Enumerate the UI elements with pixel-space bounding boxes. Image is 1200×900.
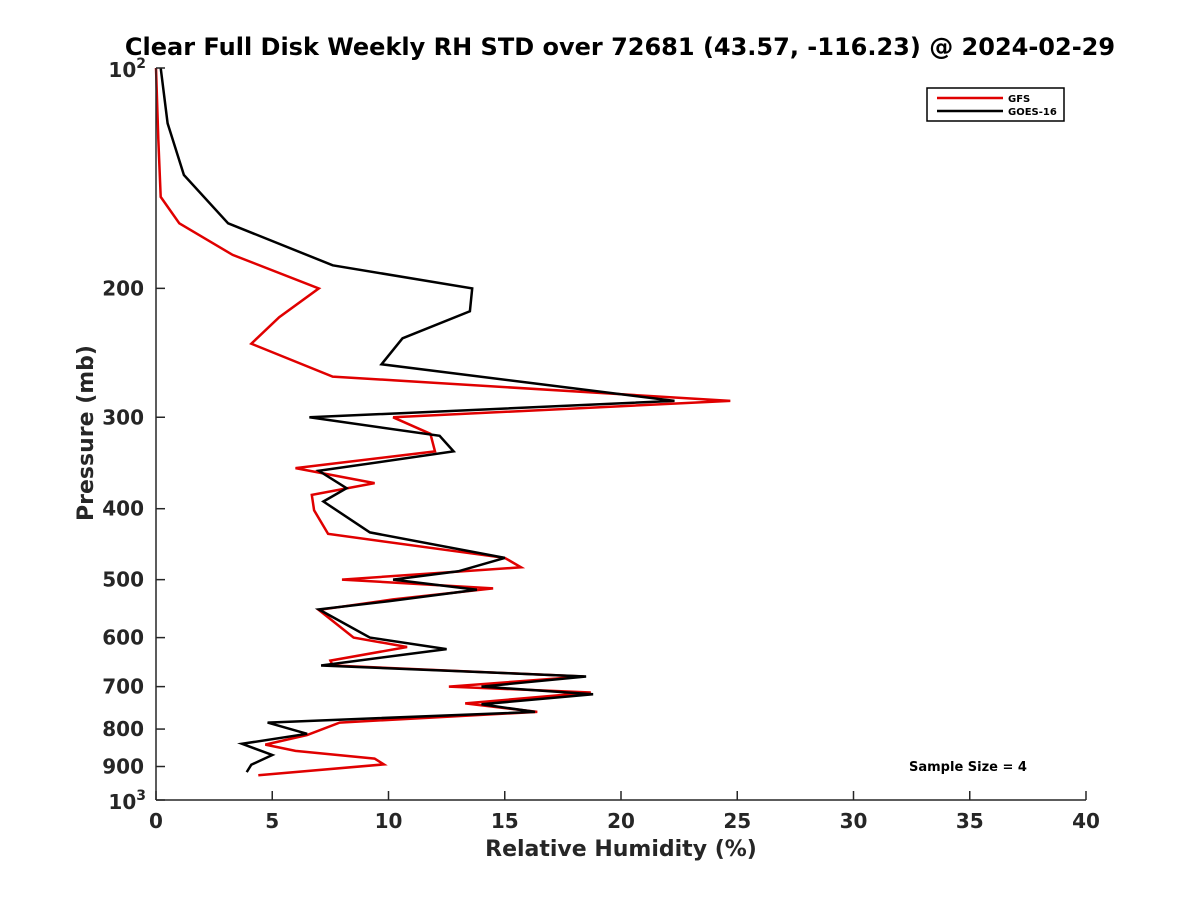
x-tick-label: 0: [149, 809, 163, 833]
legend-label: GFS: [1008, 94, 1030, 105]
plot-background: [156, 68, 1086, 800]
legend-label: GOES-16: [1008, 107, 1057, 118]
y-tick-label: 800: [102, 717, 144, 741]
legend-box: [926, 87, 1065, 122]
y-tick-base: 400: [102, 497, 144, 521]
series-line-goes-16: [159, 67, 675, 773]
x-tick-label: 15: [491, 809, 519, 833]
y-tick-base: 900: [102, 755, 144, 779]
axes-layer: 0 5 10 15 20 25 30 35 40102200300400500600700800…: [102, 56, 1100, 833]
x-tick-label: 20: [607, 809, 635, 833]
y-tick-base: 700: [102, 675, 144, 699]
y-tick-exponent: 3: [136, 788, 146, 804]
y-tick-label: 900: [102, 755, 144, 779]
x-tick-label: 40: [1072, 809, 1100, 833]
series-layer: [154, 67, 731, 777]
sample-size-annotation: Sample Size = 4: [909, 760, 1027, 775]
x-tick-label: 35: [956, 809, 984, 833]
plot-area: [156, 68, 1086, 800]
series-line-gfs: [154, 67, 731, 777]
y-tick-label: 300: [102, 405, 144, 429]
y-tick-label: 400: [102, 497, 144, 521]
y-tick-base: 500: [102, 568, 144, 592]
y-tick-label: 500: [102, 568, 144, 592]
x-tick-label: 10: [375, 809, 403, 833]
y-tick-base: 800: [102, 717, 144, 741]
x-axis-label: Relative Humidity (%): [485, 837, 757, 862]
y-tick-base: 10: [108, 58, 136, 82]
y-tick-base: 10: [108, 790, 136, 814]
y-tick-label: 102: [108, 56, 146, 82]
y-tick-exponent: 2: [136, 56, 146, 72]
legend: GFS GOES-16: [926, 87, 1065, 122]
x-tick-label: 25: [723, 809, 751, 833]
y-tick-base: 200: [102, 276, 144, 300]
y-tick-label: 700: [102, 675, 144, 699]
chart-title: Clear Full Disk Weekly RH STD over 72681…: [125, 33, 1115, 61]
x-tick-label: 5: [265, 809, 279, 833]
y-tick-base: 300: [102, 405, 144, 429]
x-tick-label: 30: [840, 809, 868, 833]
y-tick-label: 200: [102, 276, 144, 300]
y-tick-base: 600: [102, 626, 144, 650]
y-tick-label: 103: [108, 788, 146, 814]
y-axis-label: Pressure (mb): [74, 345, 99, 521]
y-tick-label: 600: [102, 626, 144, 650]
